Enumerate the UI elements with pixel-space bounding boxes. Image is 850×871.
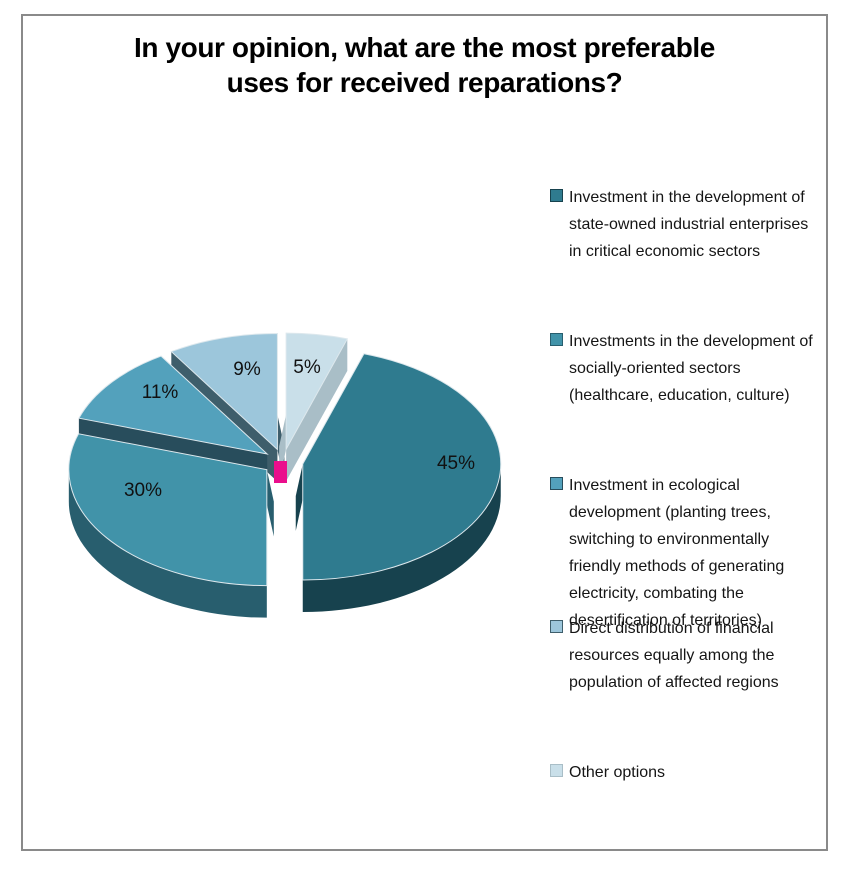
chart-title: In your opinion, what are the most prefe… [21, 30, 828, 100]
pie-slice-cut-face [266, 469, 274, 537]
pie-slice-cut-face [295, 464, 303, 531]
pie-slice-30 [68, 433, 268, 587]
pie-slice-45 [302, 353, 502, 581]
data-label-11: 11% [141, 382, 179, 403]
data-label-30: 30% [123, 480, 163, 501]
pie-slice-rim [68, 469, 267, 618]
pie-slice-cut-face [286, 338, 348, 482]
data-label-9: 9% [233, 359, 261, 380]
pie-slice-9 [170, 333, 278, 451]
chart-title-line1: In your opinion, what are the most prefe… [134, 32, 715, 63]
center-marker [274, 461, 287, 483]
pie-slice-11 [78, 355, 269, 455]
data-label-5: 5% [293, 357, 321, 378]
pie-slice-5 [285, 332, 349, 452]
chart-title-line2: uses for received reparations? [226, 67, 623, 98]
data-label-45: 45% [436, 453, 476, 474]
pie-slice-rim [302, 464, 501, 613]
